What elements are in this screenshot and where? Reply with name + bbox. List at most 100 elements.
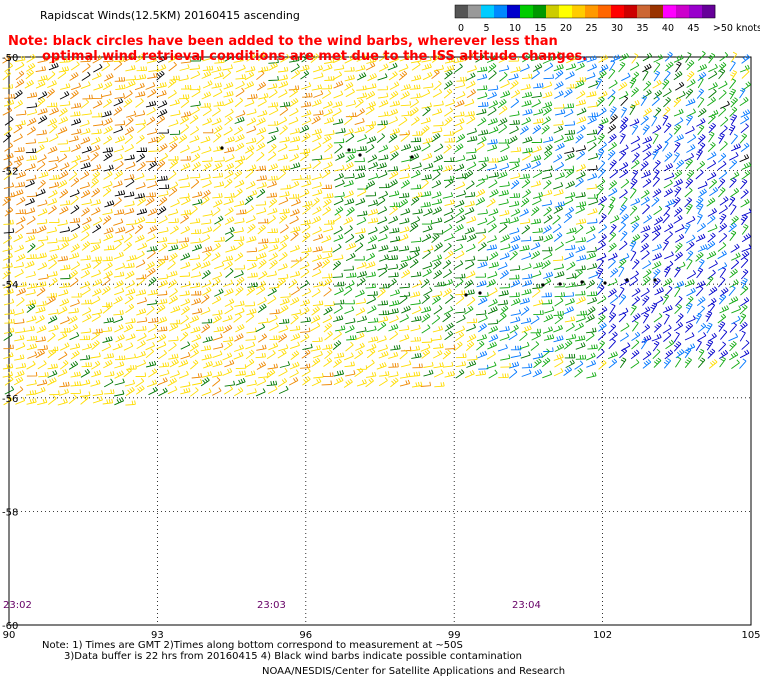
- wind-barb: [125, 116, 134, 127]
- wind-barb: [686, 59, 695, 71]
- wind-barb: [432, 259, 442, 270]
- wind-barb: [409, 222, 419, 232]
- wind-barb: [60, 264, 71, 271]
- wind-barb: [477, 256, 489, 261]
- wind-barb: [103, 270, 113, 280]
- wind-barb: [531, 145, 542, 154]
- wind-barb: [202, 226, 213, 234]
- wind-barb: [333, 226, 343, 235]
- wind-barb: [269, 309, 280, 315]
- wind-barb: [48, 62, 59, 71]
- wind-barb: [180, 124, 190, 134]
- wind-barb: [211, 295, 222, 305]
- wind-barb: [245, 168, 254, 179]
- wind-barb: [279, 234, 289, 244]
- wind-barb: [301, 110, 312, 118]
- wind-barb: [311, 288, 321, 298]
- wind-barb: [642, 89, 652, 99]
- wind-barb: [553, 120, 564, 126]
- wind-barb: [620, 95, 629, 107]
- wind-barb: [126, 219, 137, 226]
- wind-barb: [300, 268, 310, 278]
- wind-barb: [323, 287, 332, 297]
- wind-barb: [15, 209, 27, 215]
- wind-barb: [301, 349, 311, 359]
- wind-barb: [477, 162, 487, 172]
- wind-barb: [576, 201, 587, 208]
- wind-barb: [455, 133, 466, 143]
- wind-barb: [488, 223, 497, 233]
- wind-barb: [279, 297, 290, 306]
- wind-barb: [729, 106, 738, 117]
- wind-barb: [79, 354, 91, 361]
- wind-barb: [377, 123, 387, 133]
- wind-barb: [157, 108, 168, 118]
- wind-barb: [399, 379, 411, 387]
- wind-barb: [113, 295, 123, 305]
- wind-barb: [563, 291, 575, 298]
- wind-barb: [366, 101, 376, 109]
- wind-barb: [213, 71, 224, 80]
- wind-barb: [566, 227, 577, 235]
- wind-barb: [574, 367, 583, 378]
- wind-barb: [288, 193, 300, 199]
- wind-barb: [619, 169, 629, 179]
- wind-barb: [179, 271, 191, 277]
- wind-barb: [520, 83, 531, 91]
- wind-barb: [619, 52, 630, 62]
- wind-barb: [389, 127, 401, 136]
- wind-barb: [189, 205, 198, 216]
- wind-barb: [586, 55, 597, 63]
- wind-barb: [466, 341, 475, 351]
- wind-barb: [37, 179, 46, 190]
- wind-barb: [664, 231, 673, 242]
- wind-barb: [224, 162, 235, 171]
- wind-barb: [596, 241, 606, 251]
- wind-barb: [366, 83, 377, 90]
- wind-barb: [585, 332, 595, 342]
- wind-barb: [267, 121, 279, 126]
- wind-barb: [179, 331, 189, 342]
- wind-barb: [475, 273, 487, 278]
- wind-barb: [322, 135, 332, 144]
- wind-barb: [324, 301, 335, 307]
- lat-tick-label: -50: [2, 53, 18, 64]
- wind-barb: [654, 296, 664, 305]
- wind-barb: [101, 62, 111, 72]
- wind-barb: [334, 206, 344, 216]
- wind-barb: [576, 90, 586, 100]
- wind-barb: [366, 325, 377, 333]
- wind-barb: [58, 351, 68, 361]
- wind-barb: [159, 369, 170, 377]
- wind-barb: [277, 143, 288, 153]
- wind-barb: [718, 294, 727, 305]
- wind-barb: [70, 261, 81, 271]
- wind-barb: [455, 290, 466, 296]
- wind-barb: [431, 233, 440, 244]
- wind-barb: [291, 198, 301, 207]
- wind-barb: [685, 88, 694, 99]
- wind-barb: [420, 343, 431, 352]
- wind-barb: [245, 335, 256, 341]
- wind-barb: [410, 324, 421, 332]
- wind-barb: [59, 241, 70, 251]
- wind-barb: [728, 285, 736, 297]
- wind-barb: [542, 165, 553, 172]
- wind-barb: [344, 173, 355, 179]
- wind-barb: [156, 258, 166, 269]
- wind-barb: [345, 88, 355, 98]
- wind-barb: [2, 245, 13, 252]
- wind-barb: [442, 278, 454, 287]
- wind-barb: [2, 107, 13, 116]
- wind-barb: [707, 232, 716, 243]
- wind-barb: [444, 370, 455, 378]
- wind-barb: [673, 341, 682, 352]
- legend-swatch: [585, 5, 599, 18]
- wind-barb: [101, 285, 111, 296]
- wind-barb: [146, 233, 156, 242]
- wind-barb: [81, 146, 92, 154]
- wind-barb: [355, 64, 366, 72]
- wind-barb: [36, 161, 46, 171]
- wind-barb: [609, 294, 619, 304]
- legend-swatch: [520, 5, 534, 18]
